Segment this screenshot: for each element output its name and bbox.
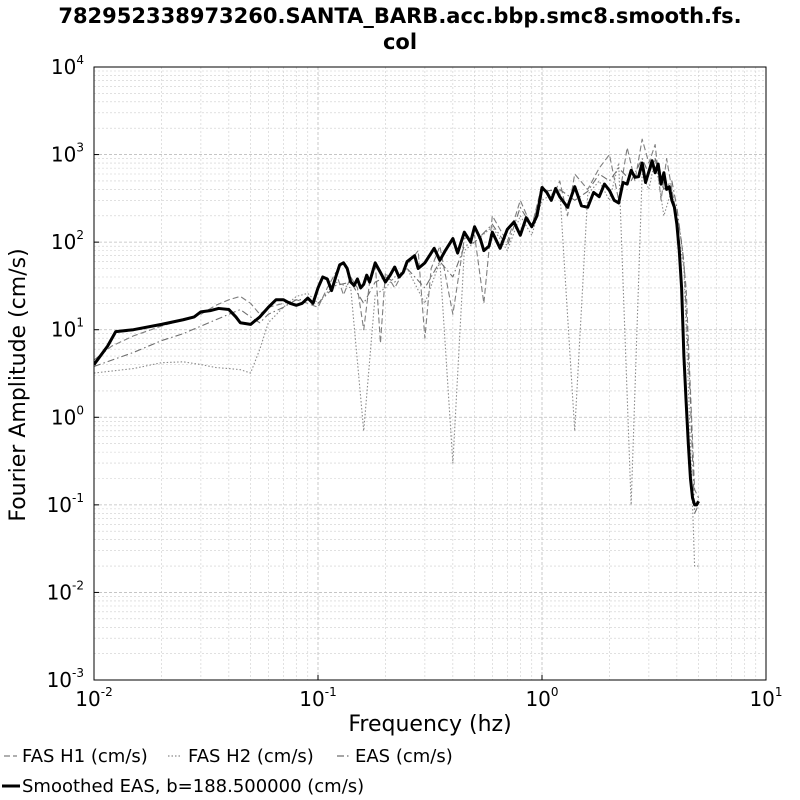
series-line-4 xyxy=(94,159,700,507)
legend-label-2: FAS H2 (cm/s) xyxy=(188,746,314,767)
x-axis-label: Frequency (hz) xyxy=(348,712,511,737)
legend: FAS H1 (cm/s) FAS H2 (cm/s) EAS (cm/s) Smoo… xyxy=(2,746,453,797)
y-tick-label: 100 xyxy=(51,403,84,429)
legend-label-1: FAS H1 (cm/s) xyxy=(22,746,148,767)
chart-title-line-2: col xyxy=(383,30,417,54)
series-line-2 xyxy=(94,158,699,567)
plot-frame xyxy=(93,66,767,681)
x-tick-label: 100 xyxy=(525,685,558,711)
legend-label-4: Smoothed EAS, b=188.500000 (cm/s) xyxy=(22,776,364,797)
x-tick-label: 10-1 xyxy=(299,685,336,711)
y-tick-label: 101 xyxy=(51,316,84,342)
plot-background xyxy=(94,67,766,680)
y-tick-label: 102 xyxy=(51,228,84,254)
chart-title-line-1: 782952338973260.SANTA_BARB.acc.bbp.smc8.… xyxy=(58,4,741,28)
y-tick-label: 10-3 xyxy=(47,666,84,692)
x-tick-label: 101 xyxy=(749,685,782,711)
series-line-3 xyxy=(94,158,700,514)
y-tick-label: 104 xyxy=(51,53,84,79)
y-axis-label: Fourier Amplitude (cm/s) xyxy=(6,248,31,521)
y-tick-label: 10-1 xyxy=(47,491,84,517)
y-tick-label: 10-2 xyxy=(47,578,84,604)
legend-label-3: EAS (cm/s) xyxy=(355,746,453,767)
x-tick-label: 10-2 xyxy=(75,685,112,711)
y-tick-label: 103 xyxy=(51,141,84,167)
plot-area: 10-2 10-1 100 10110-310-210-110010110210310… xyxy=(47,53,783,711)
